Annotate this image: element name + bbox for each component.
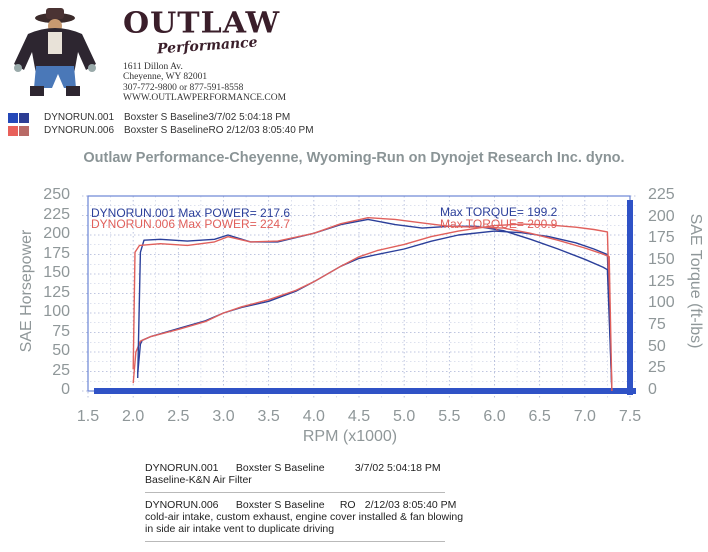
x-tick: 5.5	[438, 408, 461, 425]
address-phone: 307-772-9800 or 877-591-8558	[123, 82, 244, 93]
legend-desc: Boxster S Baseline3/7/02 5:04:18 PM	[124, 112, 291, 123]
series-line-0	[137, 230, 613, 392]
note-run001-comment: Baseline-K&N Air Filter	[145, 474, 252, 486]
legend-desc: Boxster S BaselineRO 2/12/03 8:05:40 PM	[124, 125, 314, 136]
series-line-1	[132, 223, 613, 392]
annotation-max-torque-006: Max TORQUE= 200.9	[440, 217, 558, 231]
outlaw-cowboy-icon	[14, 8, 96, 96]
x-tick: 3.5	[257, 408, 280, 425]
y-tick: 150	[43, 264, 70, 281]
logo-mascot	[8, 4, 103, 99]
x-tick: 3.0	[212, 408, 235, 425]
y2-tick: 25	[648, 359, 666, 377]
y-tick: 25	[52, 361, 70, 379]
series-line-3	[132, 216, 613, 392]
y-tick: 100	[43, 303, 70, 320]
swatch-run006-b	[19, 125, 29, 136]
legend-row-run001: DYNORUN.001 Boxster S Baseline3/7/02 5:0…	[8, 111, 314, 124]
x-tick: 2.0	[122, 408, 145, 425]
x-tick: 6.5	[528, 408, 551, 425]
y2-tick: 225	[648, 186, 675, 203]
y2-tick: 100	[648, 294, 675, 312]
note-datetime: 2/12/03 8:05:40 PM	[364, 499, 457, 511]
note-code: DYNORUN.006	[145, 499, 219, 511]
series-line-2	[137, 218, 613, 392]
address-website: WWW.OUTLAWPERFORMANCE.COM	[123, 92, 287, 103]
note-run006-comment: cold-air intake, custom exhaust, engine …	[145, 511, 464, 535]
x-tick: 7.5	[618, 408, 642, 425]
y-tick: 250	[43, 186, 70, 203]
x-tick: 4.0	[302, 408, 325, 425]
note-datetime: 3/7/02 5:04:18 PM	[354, 462, 441, 474]
swatch-run001-a	[8, 112, 18, 123]
x-tick: 2.5	[167, 408, 190, 425]
y2-tick: 75	[648, 316, 666, 333]
chart-title: Outlaw Performance-Cheyenne, Wyoming-Run…	[83, 150, 625, 166]
x-tick: 1.5	[76, 408, 100, 425]
address-street: 1611 Dillon Av.	[123, 62, 183, 72]
y-tick: 125	[43, 283, 70, 301]
note-run006-header: DYNORUN.006 Boxster S Baseline RO 2/12/0…	[145, 499, 465, 511]
y-tick: 225	[43, 205, 70, 223]
legend-code: DYNORUN.001	[44, 112, 115, 123]
y2-tick: 50	[648, 337, 666, 355]
x-axis-label: RPM (x1000)	[302, 428, 398, 445]
y2-tick: 150	[648, 251, 675, 268]
y-tick: 0	[61, 381, 70, 398]
y-tick: 200	[43, 225, 70, 242]
brand-title: OUTLAW	[123, 6, 281, 41]
y2-tick: 125	[648, 272, 675, 290]
annotation-max-power-001: DYNORUN.001 Max POWER= 217.6	[91, 206, 290, 220]
x-tick: 7.0	[573, 408, 596, 425]
run-legend: DYNORUN.001 Boxster S Baseline3/7/02 5:0…	[8, 111, 314, 137]
note-vehicle: Boxster S Baseline	[235, 499, 325, 511]
run-notes: DYNORUN.001 Boxster S Baseline 3/7/02 5:…	[145, 462, 465, 548]
x-tick: 4.5	[347, 408, 371, 425]
swatch-run006-a	[8, 125, 18, 136]
address-block: 1611 Dillon Av. Cheyenne, WY 82001 307-7…	[123, 62, 286, 103]
note-divider	[145, 492, 445, 493]
address-city: Cheyenne, WY 82001	[123, 72, 208, 83]
y2-tick: 175	[648, 229, 675, 247]
y2-tick: 200	[648, 207, 675, 225]
note-code: DYNORUN.001	[145, 462, 219, 474]
y2-tick: 0	[648, 381, 657, 398]
x-tick: 5.0	[393, 408, 416, 425]
note-tag: RO	[339, 499, 356, 511]
legend-code: DYNORUN.006	[44, 125, 115, 136]
note-divider	[145, 541, 445, 542]
legend-row-run006: DYNORUN.006 Boxster S BaselineRO 2/12/03…	[8, 124, 314, 137]
annotation-max-power-006: DYNORUN.006 Max POWER= 224.7	[91, 217, 290, 231]
x-tick: 6.0	[483, 408, 506, 425]
note-vehicle: Boxster S Baseline	[235, 462, 325, 474]
y-tick: 50	[52, 342, 70, 359]
note-run001-header: DYNORUN.001 Boxster S Baseline 3/7/02 5:…	[145, 462, 465, 474]
y-tick: 75	[52, 322, 70, 340]
y-tick: 175	[43, 244, 70, 262]
annotation-max-torque-001: Max TORQUE= 199.2	[440, 205, 558, 219]
swatch-run001-b	[19, 112, 29, 123]
